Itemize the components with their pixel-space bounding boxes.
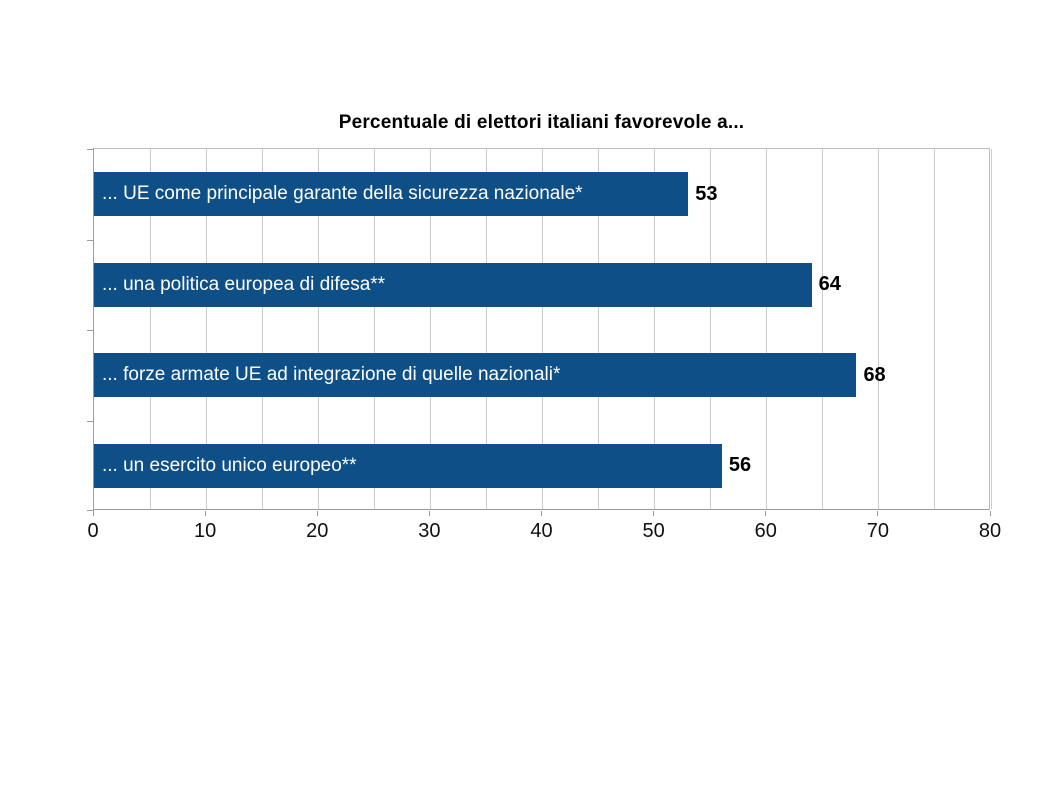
bar-label: ... forze armate UE ad integrazione di q… bbox=[102, 364, 561, 386]
x-axis-tick-label: 80 bbox=[978, 520, 1002, 542]
value-label: 64 bbox=[818, 273, 841, 296]
gridline bbox=[149, 149, 151, 509]
gridline bbox=[710, 149, 712, 509]
x-axis-tick-label: 50 bbox=[642, 520, 665, 542]
x-axis-tick bbox=[765, 511, 767, 516]
x-axis-tick-label: 10 bbox=[194, 520, 217, 542]
gridline bbox=[429, 149, 431, 509]
y-axis-tick bbox=[87, 149, 94, 150]
x-axis-tick-label: 30 bbox=[418, 520, 441, 542]
x-axis-tick bbox=[989, 511, 991, 516]
gridline bbox=[822, 149, 824, 509]
y-axis-tick bbox=[87, 239, 94, 241]
gridline bbox=[766, 149, 768, 509]
x-axis-tick bbox=[653, 511, 655, 516]
bar: ... forze armate UE ad integrazione di q… bbox=[94, 353, 857, 398]
plot-area: ... UE come principale garante della sic… bbox=[87, 148, 992, 511]
gridline bbox=[598, 149, 600, 509]
gridline bbox=[934, 149, 936, 509]
x-axis-tick bbox=[541, 511, 542, 516]
bar: ... UE come principale garante della sic… bbox=[94, 172, 689, 217]
x-axis-tick bbox=[877, 511, 879, 516]
y-axis-tick bbox=[87, 420, 94, 422]
x-axis-tick-label: 40 bbox=[530, 520, 553, 542]
x-axis-tick bbox=[204, 511, 206, 516]
bar: ... un esercito unico europeo** bbox=[94, 443, 722, 488]
y-axis-tick bbox=[87, 510, 94, 511]
gridline bbox=[542, 149, 543, 509]
gridline bbox=[205, 149, 207, 509]
gridline bbox=[878, 149, 880, 509]
x-axis-tick-label: 70 bbox=[866, 520, 889, 542]
value-label: 53 bbox=[695, 182, 718, 205]
x-axis-tick bbox=[428, 511, 430, 516]
bar: ... una politica europea di difesa** bbox=[94, 262, 812, 307]
y-axis-tick bbox=[87, 330, 94, 331]
x-axis-tick-label: 20 bbox=[306, 520, 329, 542]
gridline bbox=[654, 149, 656, 509]
gridline bbox=[485, 149, 487, 509]
bar-label: ... un esercito unico europeo** bbox=[102, 454, 357, 476]
chart-title: Percentuale di elettori italiani favorev… bbox=[338, 112, 745, 133]
x-axis-tick bbox=[92, 511, 94, 516]
x-axis-tick bbox=[316, 511, 318, 516]
value-label: 68 bbox=[863, 363, 886, 386]
x-axis: 0 10 20 30 40 50 60 70 80 bbox=[87, 511, 1001, 551]
gridline bbox=[990, 149, 992, 509]
bar-label: ... una politica europea di difesa** bbox=[102, 273, 386, 295]
gridline bbox=[261, 149, 263, 509]
bar-label: ... UE come principale garante della sic… bbox=[102, 183, 583, 205]
x-axis-tick-label: 0 bbox=[87, 520, 99, 542]
gridline bbox=[373, 149, 375, 509]
x-axis-tick-label: 60 bbox=[754, 520, 777, 542]
gridline bbox=[317, 149, 319, 509]
value-label: 56 bbox=[728, 454, 752, 477]
